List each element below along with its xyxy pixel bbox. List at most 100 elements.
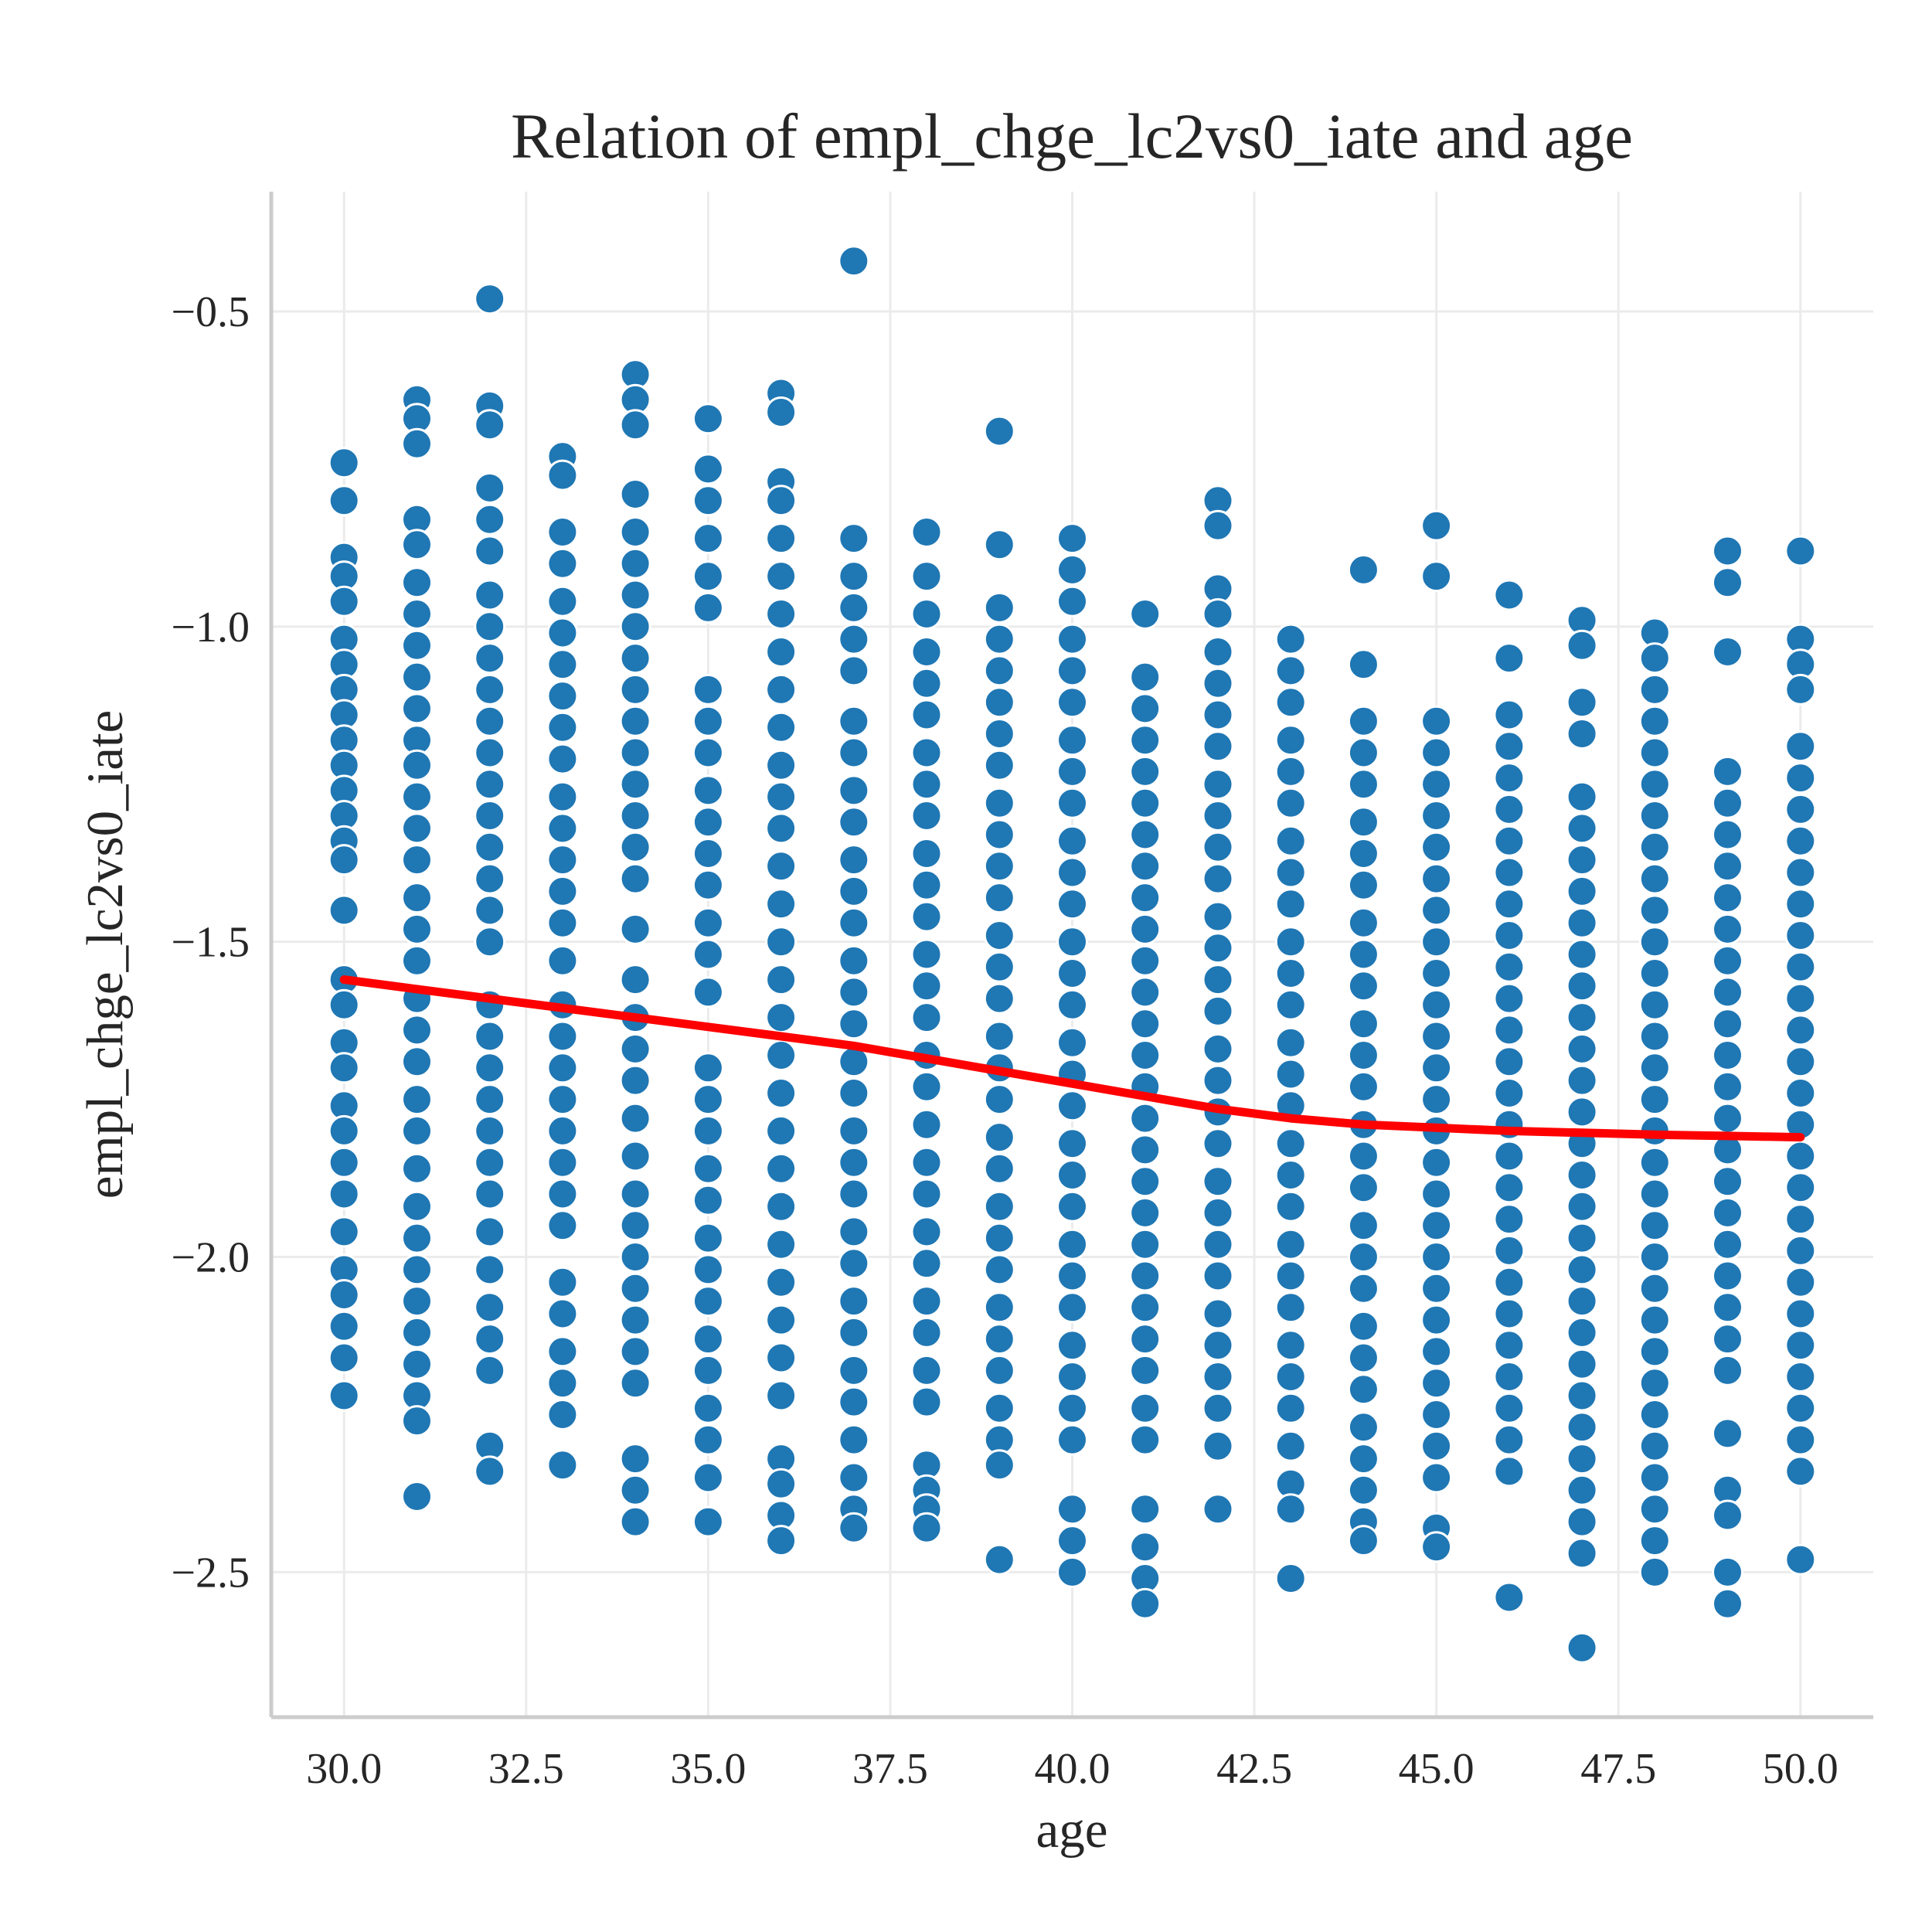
scatter-point bbox=[1347, 970, 1379, 1002]
scatter-point bbox=[1056, 1190, 1088, 1223]
scatter-point bbox=[1566, 1002, 1598, 1034]
scatter-point bbox=[838, 1386, 870, 1418]
scatter-point bbox=[1274, 926, 1307, 958]
scatter-point bbox=[983, 1449, 1015, 1481]
scatter-point bbox=[1784, 1392, 1817, 1424]
scatter-point bbox=[619, 1474, 651, 1506]
scatter-point bbox=[838, 1461, 870, 1494]
scatter-point bbox=[1493, 1581, 1526, 1614]
y-tick-label: −1.5 bbox=[171, 919, 250, 967]
scatter-point bbox=[1347, 1209, 1379, 1242]
scatter-point bbox=[1493, 1329, 1526, 1362]
scatter-point bbox=[1712, 944, 1743, 977]
scatter-point bbox=[328, 1279, 360, 1311]
scatter-point bbox=[1347, 1140, 1379, 1172]
scatter-point bbox=[401, 529, 433, 561]
scatter-point bbox=[692, 1052, 724, 1084]
scatter-point bbox=[1784, 825, 1817, 857]
scatter-point bbox=[983, 686, 1015, 719]
scatter-point bbox=[1056, 1329, 1088, 1362]
scatter-point bbox=[328, 1114, 360, 1147]
scatter-point bbox=[546, 711, 579, 743]
scatter-point bbox=[546, 1335, 579, 1368]
scatter-point bbox=[1202, 509, 1234, 542]
scatter-point bbox=[1493, 888, 1526, 920]
scatter-point bbox=[1347, 1039, 1379, 1071]
scatter-point bbox=[838, 875, 870, 907]
scatter-point bbox=[983, 951, 1015, 983]
scatter-point bbox=[1493, 1140, 1526, 1172]
scatter-point bbox=[983, 623, 1015, 655]
scatter-point bbox=[1784, 1329, 1817, 1362]
y-axis-label: empl_chge_lc2vs0_iate bbox=[77, 710, 134, 1199]
scatter-point bbox=[401, 913, 433, 945]
scatter-point bbox=[1347, 1310, 1379, 1342]
scatter-point bbox=[765, 1228, 798, 1260]
scatter-point bbox=[1784, 673, 1817, 706]
scatter-point bbox=[1566, 844, 1598, 876]
scatter-point bbox=[474, 1178, 506, 1210]
scatter-point bbox=[983, 850, 1015, 883]
scatter-point bbox=[1274, 888, 1307, 920]
scatter-point bbox=[1056, 926, 1088, 958]
scatter-point bbox=[474, 579, 506, 611]
scatter-point bbox=[474, 535, 506, 567]
scatter-point bbox=[765, 522, 798, 555]
scatter-point bbox=[1420, 831, 1453, 863]
scatter-point bbox=[1420, 1146, 1453, 1179]
scatter-point bbox=[401, 661, 433, 693]
scatter-point bbox=[1274, 1291, 1307, 1324]
scatter-point bbox=[910, 516, 943, 548]
scatter-point bbox=[1056, 1423, 1088, 1456]
scatter-point bbox=[910, 768, 943, 801]
scatter-point bbox=[1347, 938, 1379, 971]
scatter-point bbox=[1566, 781, 1598, 813]
scatter-point bbox=[765, 812, 798, 845]
scatter-point bbox=[1056, 1260, 1088, 1292]
scatter-point bbox=[692, 453, 724, 485]
scatter-point bbox=[1566, 1537, 1598, 1570]
scatter-point bbox=[1129, 1008, 1162, 1040]
scatter-point bbox=[1638, 957, 1671, 989]
scatter-point bbox=[1638, 1335, 1671, 1368]
scatter-point bbox=[546, 1052, 579, 1084]
scatter-point bbox=[619, 1241, 651, 1273]
scatter-point bbox=[983, 655, 1015, 687]
scatter-point bbox=[1712, 1587, 1743, 1620]
scatter-point bbox=[474, 503, 506, 536]
scatter-point bbox=[401, 749, 433, 781]
scatter-point bbox=[910, 636, 943, 668]
scatter-point bbox=[1784, 920, 1817, 951]
scatter-point bbox=[1566, 1190, 1598, 1223]
scatter-point bbox=[1566, 1631, 1598, 1664]
scatter-point bbox=[1566, 1032, 1598, 1065]
scatter-point bbox=[1784, 1046, 1817, 1078]
scatter-point bbox=[1056, 1228, 1088, 1260]
scatter-point bbox=[1129, 787, 1162, 819]
scatter-point bbox=[546, 1083, 579, 1116]
scatter-point bbox=[1420, 1399, 1453, 1430]
scatter-point bbox=[1274, 1159, 1307, 1191]
scatter-point bbox=[1056, 686, 1088, 719]
scatter-point bbox=[1420, 1241, 1453, 1273]
scatter-point bbox=[1274, 1190, 1307, 1223]
scatter-point bbox=[1712, 566, 1743, 599]
scatter-point bbox=[838, 1512, 870, 1544]
scatter-point bbox=[1056, 988, 1088, 1021]
scatter-point bbox=[765, 781, 798, 813]
scatter-point bbox=[1420, 1209, 1453, 1242]
scatter-point bbox=[401, 781, 433, 813]
scatter-point bbox=[1712, 1354, 1743, 1386]
scatter-point bbox=[1347, 1525, 1379, 1557]
scatter-point bbox=[1493, 1361, 1526, 1393]
scatter-point bbox=[1274, 825, 1307, 857]
scatter-point bbox=[1712, 976, 1743, 1009]
scatter-point bbox=[328, 1310, 360, 1342]
scatter-point bbox=[619, 1505, 651, 1538]
x-tick-label: 45.0 bbox=[1399, 1745, 1475, 1793]
x-tick-label: 40.0 bbox=[1035, 1745, 1111, 1793]
scatter-point bbox=[692, 1392, 724, 1424]
scatter-point bbox=[910, 1108, 943, 1141]
scatter-point bbox=[546, 781, 579, 813]
scatter-point bbox=[1129, 1531, 1162, 1563]
